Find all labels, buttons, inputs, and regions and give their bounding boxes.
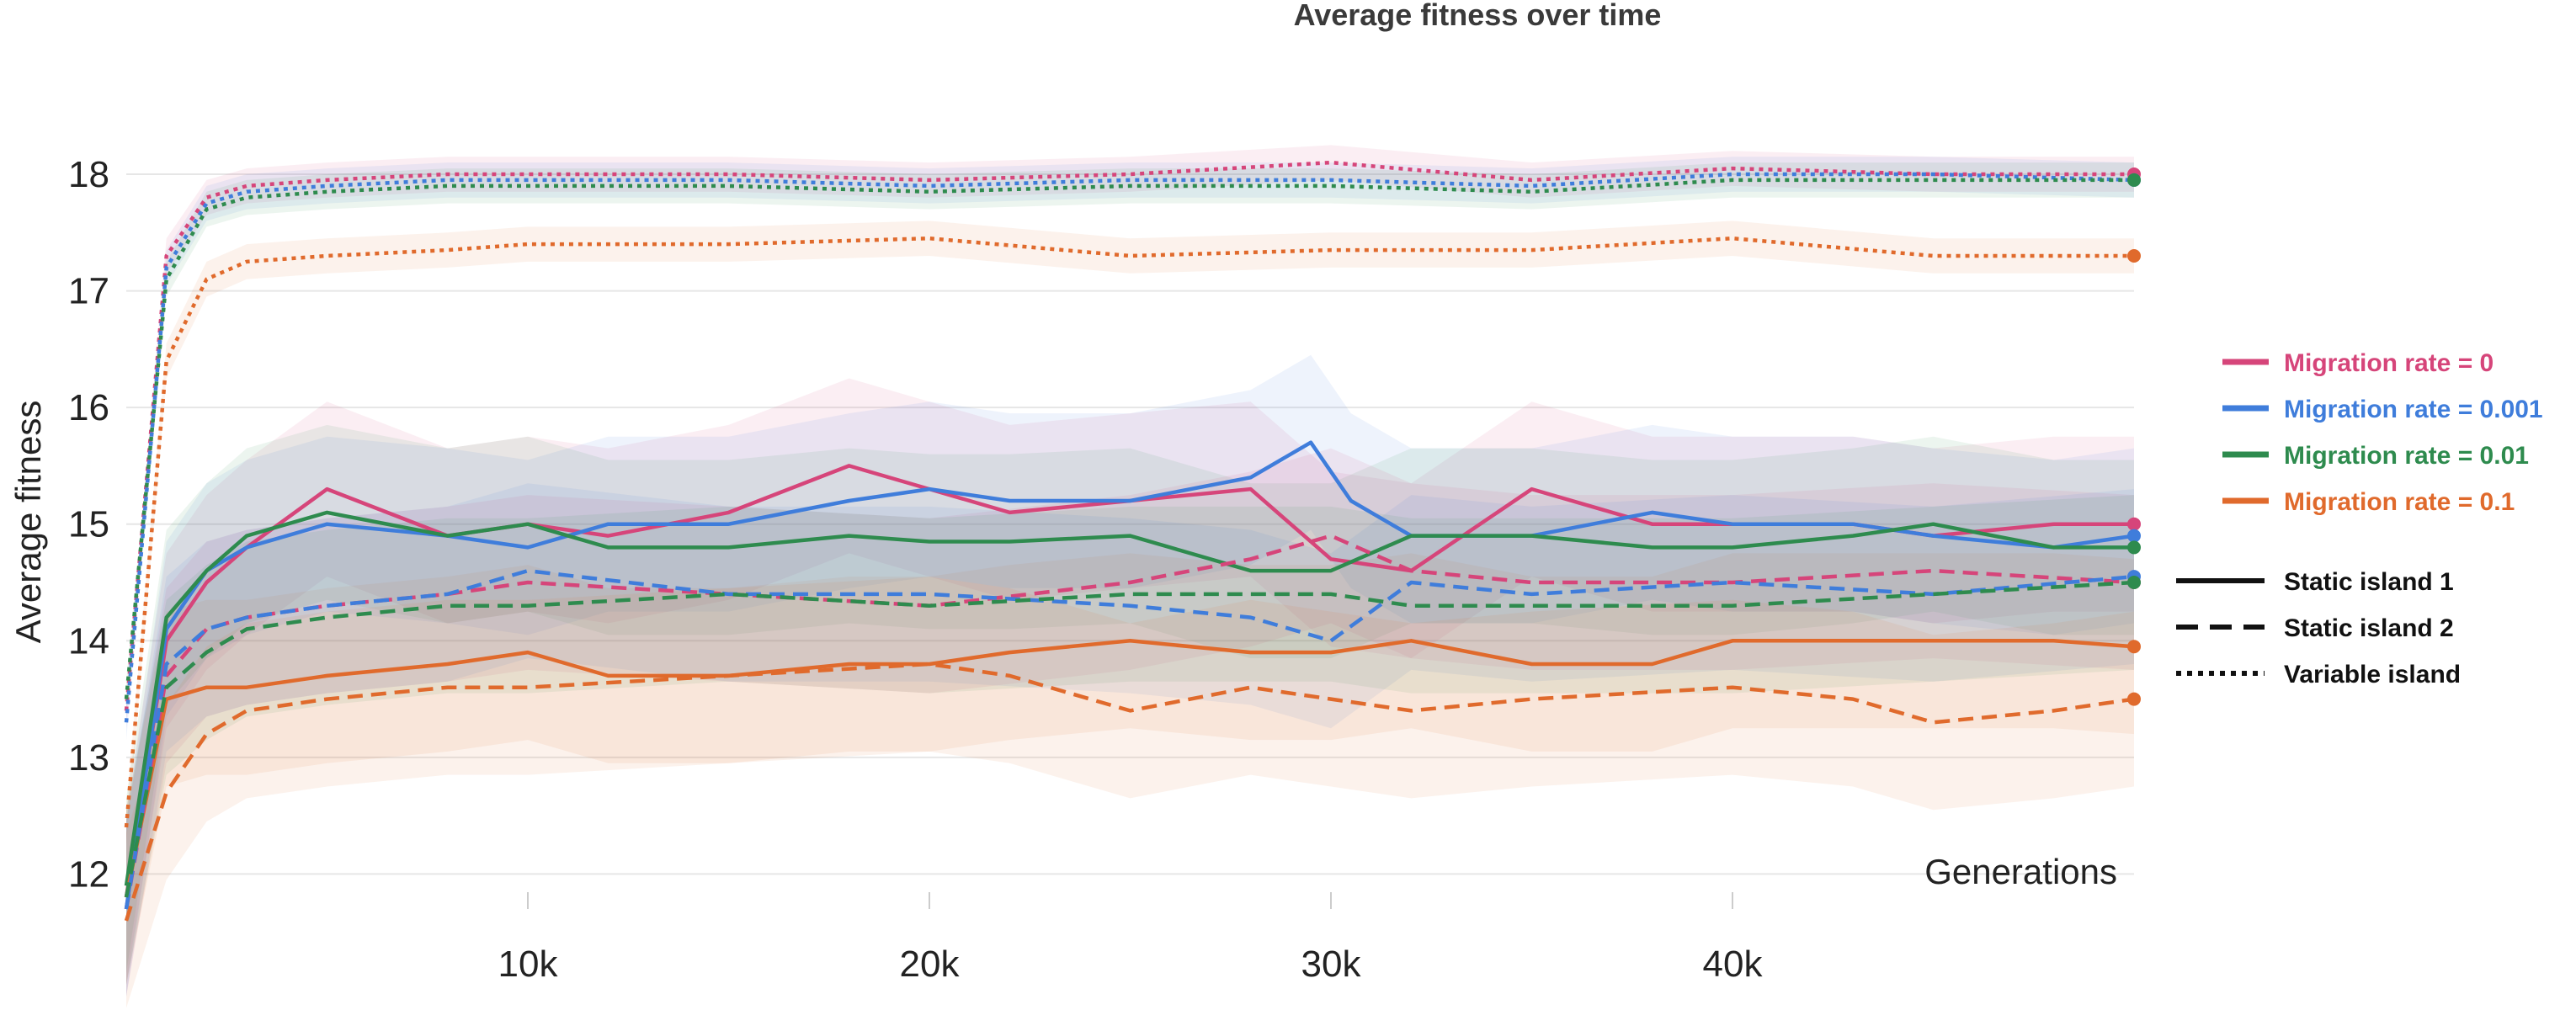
line-migration-rate-0-1-static-island-2 (124, 662, 2135, 922)
band-migration-rate-0-static-island-2 (126, 448, 2134, 997)
x-tick-label: 10k (498, 944, 559, 985)
endpoint-migration-rate-0-1-static-island-2 (2127, 692, 2141, 706)
chart-title: Average fitness over time (1294, 0, 1662, 32)
series-lines (124, 160, 2135, 922)
y-tick-label: 15 (68, 504, 109, 545)
endpoint-migration-rate-0-01-static-island-1 (2127, 540, 2141, 555)
y-tick-label: 16 (68, 387, 109, 428)
legend-label-variable-island: Variable island (2284, 661, 2461, 688)
legend-label-static-island-2: Static island 2 (2284, 614, 2454, 642)
endpoint-migration-rate-0-1-variable-island (2127, 249, 2141, 263)
y-axis-label: Average fitness (8, 401, 48, 644)
line-migration-rate-0-01-variable-island (124, 178, 2134, 699)
line-migration-rate-0-001-variable-island (124, 172, 2135, 723)
legend-label-migration-rate-0: Migration rate = 0 (2284, 349, 2494, 377)
band-migration-rate-0-01-static-island-1 (126, 424, 2134, 974)
y-tick-label: 13 (68, 737, 109, 779)
legend-label-migration-rate-0-01: Migration rate = 0.01 (2284, 442, 2529, 470)
band-migration-rate-0-1-static-island-2 (126, 577, 2134, 1008)
x-tick-label: 20k (900, 944, 961, 985)
legend-label-migration-rate-0-1: Migration rate = 0.1 (2284, 488, 2515, 516)
x-tick-label: 40k (1703, 944, 1764, 985)
y-tick-label: 18 (68, 154, 109, 195)
line-migration-rate-0-001-static-island-2 (124, 568, 2135, 910)
line-migration-rate-0-1-variable-island (124, 236, 2134, 828)
confidence-bands (126, 145, 2134, 1008)
endpoint-migration-rate-0-01-static-island-2 (2127, 576, 2141, 589)
axis-ticks: 12 13 14 15 16 17 18 10k 20k 30k 40k (68, 154, 1763, 985)
line-migration-rate-0-001-static-island-1 (124, 440, 2135, 910)
endpoint-migration-rate-0-001-static-island-1 (2127, 529, 2141, 543)
legend: Migration rate = 0 Migration rate = 0.001… (2176, 349, 2543, 688)
band-migration-rate-0-1-static-island-1 (126, 553, 2134, 986)
line-migration-rate-0-1-static-island-1 (124, 639, 2135, 898)
x-axis-label: Generations (1924, 852, 2117, 891)
y-tick-label: 12 (68, 853, 109, 895)
y-tick-label: 17 (68, 271, 109, 312)
band-migration-rate-0-01-static-island-2 (126, 495, 2134, 986)
line-migration-rate-0-01-static-island-2 (124, 580, 2135, 898)
endpoint-migration-rate-0-1-static-island-1 (2127, 640, 2141, 654)
line-migration-rate-0-01-static-island-1 (124, 510, 2134, 886)
legend-label-static-island-1: Static island 1 (2284, 568, 2454, 596)
band-migration-rate-0-001-static-island-2 (126, 483, 2134, 997)
endpoint-migration-rate-0-01-variable-island (2127, 173, 2141, 187)
legend-label-migration-rate-0-001: Migration rate = 0.001 (2284, 396, 2543, 423)
endpoint-migration-rate-0-static-island-1 (2127, 517, 2141, 531)
series-endpoints (2127, 167, 2141, 706)
y-tick-label: 14 (68, 620, 109, 662)
band-migration-rate-0-static-island-1 (126, 378, 2134, 986)
x-tick-label: 30k (1301, 944, 1362, 985)
